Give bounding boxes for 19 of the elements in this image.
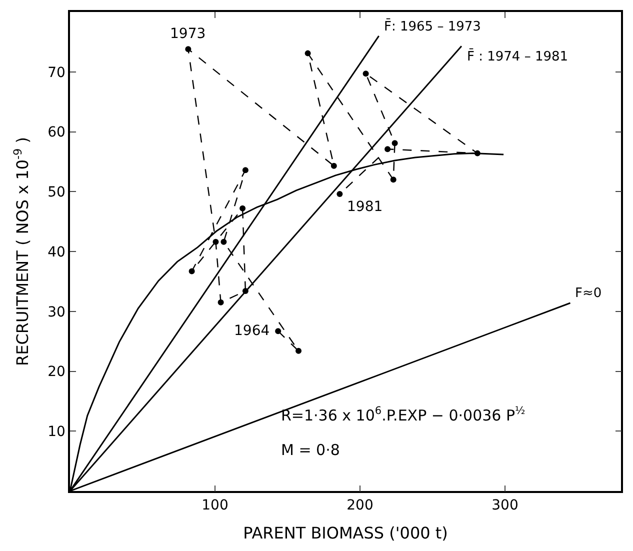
series-label: F≈0 (575, 286, 602, 301)
y-tick-label: 40 (48, 244, 66, 260)
annotation: R=1·36 x 10$^{6}$.P.EXP − 0·0036 P$^{½}$ (281, 405, 526, 424)
x-tick-label: 300 (492, 498, 518, 514)
y-tick-label: 10 (48, 424, 66, 440)
x-axis-title: PARENT BIOMASS ('000 t) (243, 524, 448, 543)
series-label: F̄ : 1974 – 1981 (467, 48, 568, 64)
x-tick-label: 200 (346, 498, 374, 514)
y-tick-label: 30 (48, 304, 66, 320)
annotation: 1981 (347, 199, 383, 215)
y-tick-label: 50 (48, 184, 66, 201)
y-tick-label: 70 (48, 64, 66, 81)
y-tick-label: 20 (48, 364, 66, 380)
annotation: 1973 (170, 26, 206, 42)
series-label: F̄: 1965 – 1973 (384, 18, 481, 34)
x-tick-label: 100 (202, 498, 228, 514)
annotation: M = 0·8 (281, 441, 340, 459)
annotation: 1964 (234, 323, 270, 339)
y-tick-label: 60 (48, 124, 66, 141)
